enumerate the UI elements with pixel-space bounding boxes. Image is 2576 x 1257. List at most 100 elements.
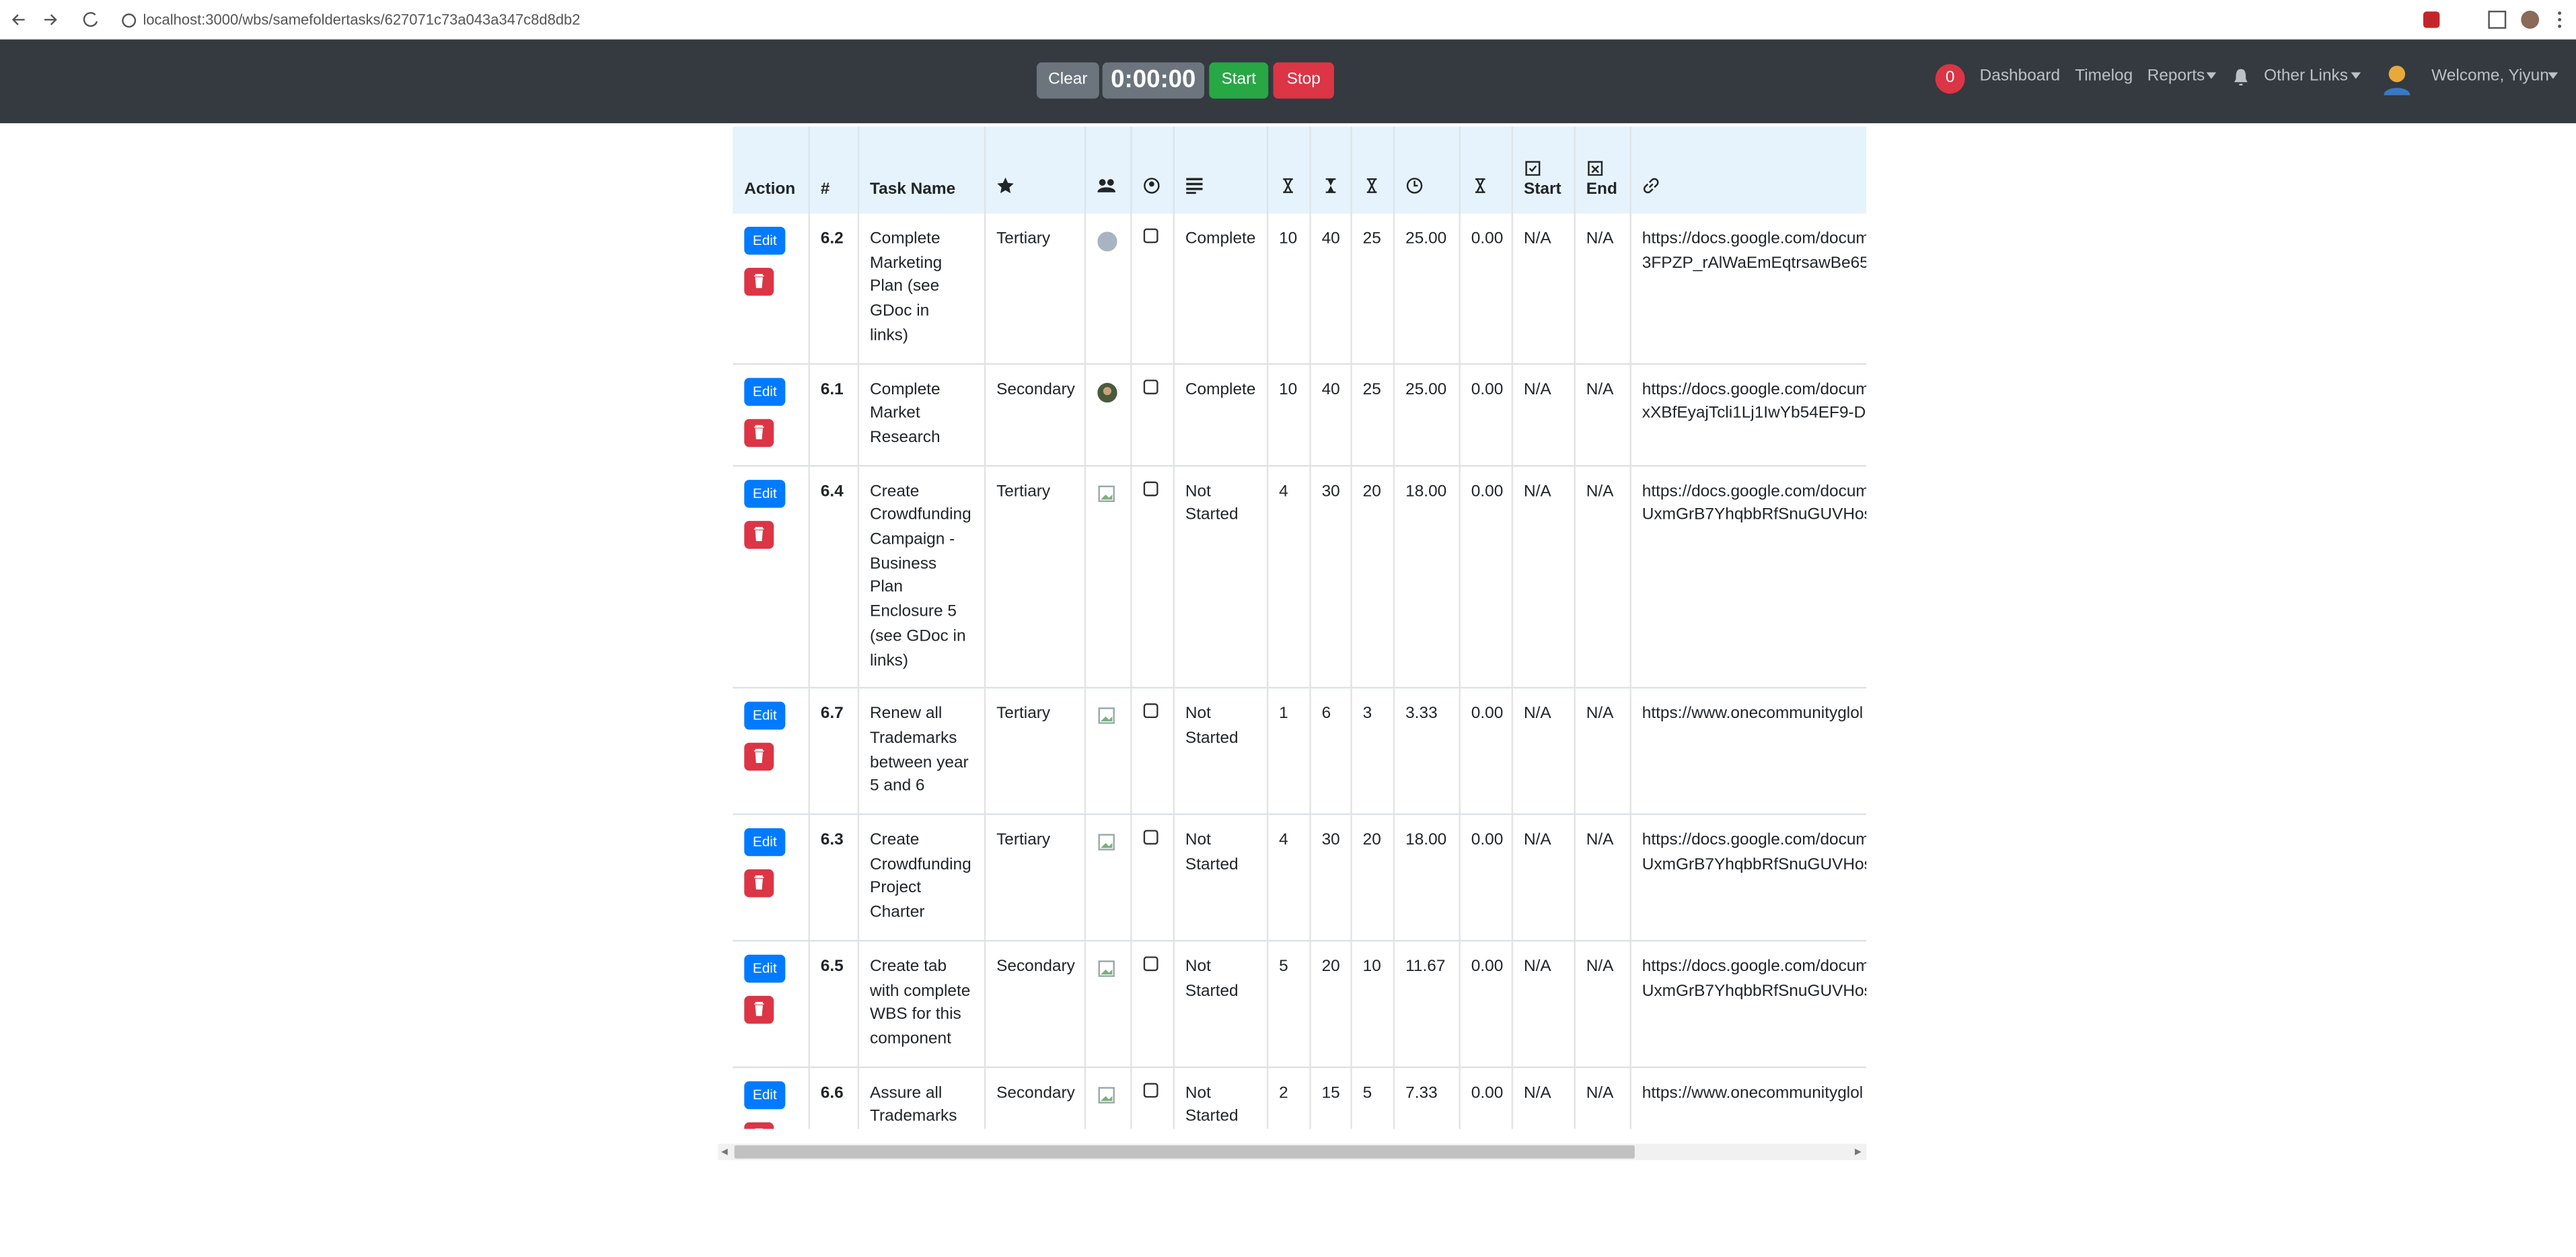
checkbox[interactable] (1142, 378, 1158, 394)
link-text[interactable]: https://www.onecommunityglol (1642, 705, 1864, 724)
task-hours: 30 (1309, 814, 1352, 941)
link-text[interactable]: xXBfEyajTcli1Lj1IwYb54EF9-DhM (1642, 404, 1867, 423)
checkbox[interactable] (1142, 480, 1158, 496)
toolbar-icons[interactable] (2349, 8, 2573, 31)
url[interactable]: localhost:3000/wbs/samefoldertasks/62707… (143, 11, 581, 28)
icon (1586, 161, 1602, 176)
task-name: Create Crowdfunding Project Charter (857, 814, 985, 941)
scroll-right[interactable] (1855, 1148, 1862, 1155)
browser-bar: localhost:3000/wbs/samefoldertasks/62707… (0, 0, 2576, 42)
clear-button[interactable]: Clear (1036, 62, 1099, 99)
action-cell: Edit (733, 814, 809, 941)
task-priority: Tertiary (984, 213, 1085, 364)
header-links (1629, 127, 1867, 214)
bell-icon[interactable] (2233, 67, 2249, 85)
edit-button[interactable]: Edit (744, 479, 786, 507)
task-hours: 15 (1309, 1067, 1352, 1129)
welcome-dropdown[interactable]: Welcome, Yiyun (2431, 67, 2549, 85)
task-link: https://www.onecommunityglol (1629, 1067, 1867, 1129)
task-name: Complete Market Research (857, 363, 985, 466)
trash-icon (753, 1001, 764, 1016)
checkbox[interactable] (1142, 830, 1158, 845)
header-hours-best (1266, 127, 1311, 214)
link-text[interactable]: https://docs.google.com/docum (1642, 958, 1867, 976)
link-text[interactable]: https://docs.google.com/docum (1642, 380, 1867, 399)
stop-button[interactable]: Stop (1273, 62, 1334, 99)
checkbox[interactable] (1142, 1082, 1158, 1098)
task-status: Complete (1173, 213, 1268, 364)
nav-link[interactable]: Timelog (2075, 67, 2133, 85)
task-name: Renew all Trademarks between year 5 and … (857, 688, 985, 816)
task-status: Not Started (1173, 940, 1268, 1068)
task-end: N/A (1574, 363, 1631, 466)
edit-button[interactable]: Edit (744, 954, 786, 983)
task-row: Edit 6.2 Complete Marketing Plan (see GDoc… (733, 213, 1867, 364)
header-hours-most (1350, 127, 1395, 214)
icon (1282, 178, 1292, 193)
icon (1642, 178, 1658, 194)
trash-icon (753, 749, 764, 764)
scroll-thumb[interactable] (734, 1145, 1635, 1159)
delete-button[interactable] (744, 743, 774, 771)
link-text[interactable]: https://docs.google.com/docum (1642, 229, 1867, 248)
link-text[interactable]: UxmGrB7YhqbbRfSnuGUVHosC (1642, 506, 1867, 525)
task-hours: 20 (1350, 465, 1395, 689)
checkbox[interactable] (1142, 956, 1158, 971)
resource-cell (1084, 940, 1132, 1068)
task-link: https://docs.google.com/docum UxmGrB7Yhqb… (1629, 814, 1867, 941)
link-text[interactable]: https://www.onecommunityglol (1642, 1083, 1864, 1102)
delete-button[interactable] (744, 418, 774, 447)
task-hours: 2 (1266, 1067, 1311, 1129)
edit-button[interactable]: Edit (744, 702, 786, 730)
broken-image (1097, 960, 1114, 977)
header-action: Action (733, 127, 809, 214)
header-label: # (820, 180, 830, 199)
assigned-cell (1130, 688, 1174, 816)
start-button[interactable]: Start (1209, 62, 1269, 99)
checkbox[interactable] (1142, 228, 1158, 244)
icon (1142, 178, 1159, 194)
link-text[interactable]: UxmGrB7YhqbbRfSnuGUVHosC (1642, 855, 1867, 874)
delete-button[interactable] (744, 869, 774, 898)
nav-dropdown[interactable]: Reports (2147, 67, 2205, 85)
link-text[interactable]: https://docs.google.com/docum (1642, 482, 1867, 501)
link-text[interactable]: UxmGrB7YhqbbRfSnuGUVHosC (1642, 982, 1867, 1001)
delete-button[interactable] (744, 995, 774, 1024)
notification-badge[interactable]: 0 (1935, 64, 1965, 94)
task-hours: 25 (1350, 213, 1395, 364)
avatar[interactable] (1097, 231, 1117, 252)
task-logged: 0.00 (1459, 213, 1512, 364)
profile-picture[interactable] (2380, 63, 2413, 96)
nav-dropdown[interactable]: Other Links (2264, 67, 2348, 85)
trash-icon (753, 274, 764, 289)
task-end: N/A (1574, 1067, 1631, 1129)
edit-button[interactable]: Edit (744, 828, 786, 857)
assigned-cell (1130, 363, 1174, 466)
delete-button[interactable] (744, 520, 774, 548)
task-name: Create tab with complete WBS for this co… (857, 940, 985, 1068)
scrollbar[interactable] (718, 1143, 1867, 1161)
task-hours: 10 (1266, 213, 1311, 364)
link-text[interactable]: 3FPZP_rAlWaEmEqtrsawBe651S (1642, 254, 1867, 273)
nav-link[interactable]: Dashboard (1979, 67, 2061, 85)
header-status (1173, 127, 1268, 214)
edit-button[interactable]: Edit (744, 377, 786, 405)
task-hours: 25.00 (1393, 363, 1460, 466)
edit-button[interactable]: Edit (744, 1081, 786, 1109)
scroll-left[interactable] (721, 1148, 728, 1155)
task-priority: Tertiary (984, 814, 1085, 941)
task-priority: Tertiary (984, 688, 1085, 816)
edit-button[interactable]: Edit (744, 226, 786, 255)
icon (996, 177, 1013, 194)
header-label: End (1586, 180, 1617, 199)
link-text[interactable]: https://docs.google.com/docum (1642, 831, 1867, 850)
task-hours: 40 (1309, 363, 1352, 466)
header-resources (1084, 127, 1132, 214)
avatar[interactable] (1097, 382, 1117, 402)
delete-button[interactable] (744, 268, 774, 296)
delete-button[interactable] (744, 1122, 774, 1129)
nav-buttons[interactable] (10, 10, 109, 30)
checkbox[interactable] (1142, 703, 1158, 719)
task-row: Edit 6.7 Renew all Trademarks between year… (733, 688, 1867, 816)
